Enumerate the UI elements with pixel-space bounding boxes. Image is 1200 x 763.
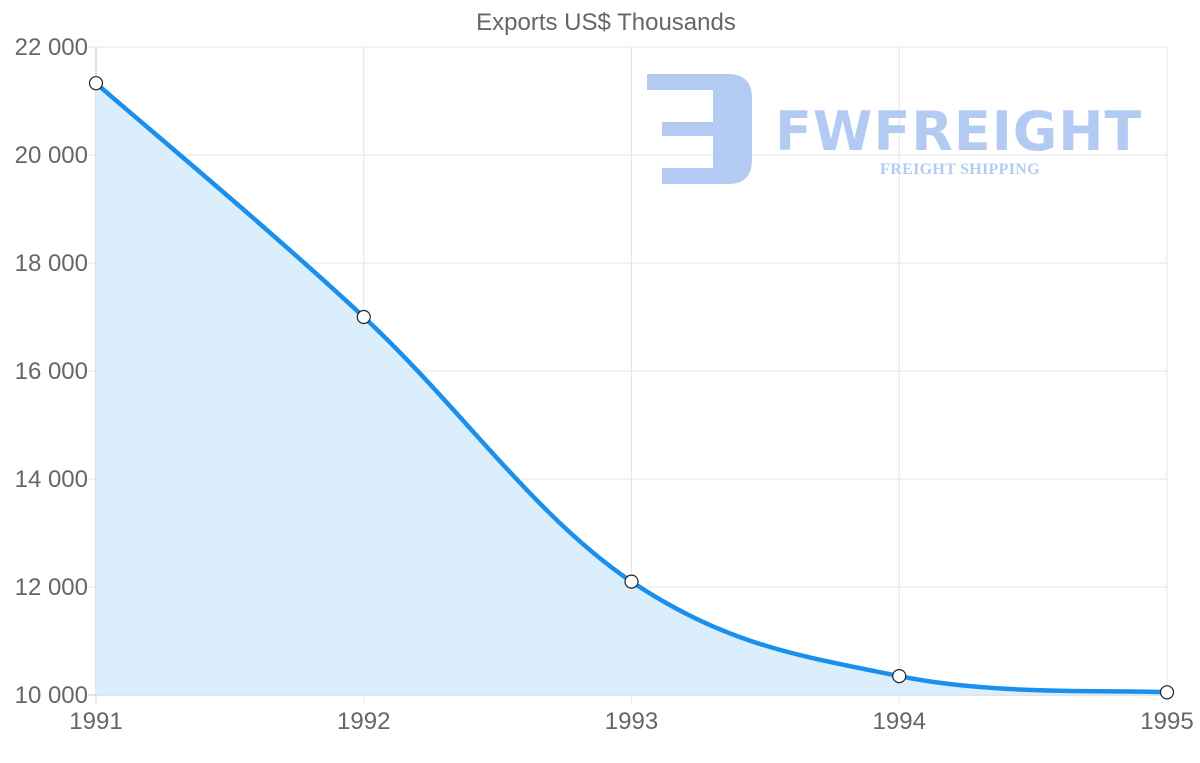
- y-tick-label: 22 000: [15, 34, 88, 61]
- data-points: [88, 76, 1175, 700]
- data-point-marker[interactable]: [356, 309, 371, 325]
- y-tick-label: 10 000: [15, 682, 88, 709]
- y-tick-label: 14 000: [15, 466, 88, 493]
- series-area-fill: [96, 83, 1167, 696]
- y-tick-label: 18 000: [15, 250, 88, 277]
- x-tick-label: 1995: [1140, 708, 1193, 735]
- x-tick-label: 1991: [69, 708, 122, 735]
- data-point-marker[interactable]: [892, 668, 907, 684]
- x-tick-label: 1992: [337, 708, 390, 735]
- x-tick-label: 1994: [873, 708, 926, 735]
- chart-title: Exports US$ Thousands: [476, 9, 736, 36]
- watermark-brand: FWFREIGHT: [775, 100, 1142, 163]
- x-axis-ticks: 1991 1992 1993 1994 1995: [69, 708, 1193, 735]
- y-tick-label: 16 000: [15, 358, 88, 385]
- data-point-marker[interactable]: [624, 574, 639, 589]
- watermark-tagline: FREIGHT SHIPPING: [880, 161, 1040, 178]
- y-axis-ticks: 10 000 12 000 14 000 16 000 18 000 20 000 22 0…: [15, 34, 88, 709]
- y-tick-label: 20 000: [15, 142, 88, 169]
- data-point-marker[interactable]: [88, 76, 104, 91]
- data-point-marker[interactable]: [1159, 685, 1175, 700]
- fwfreight-logo-icon: [647, 74, 752, 184]
- series-line: [93, 80, 1170, 695]
- y-tick-label: 12 000: [15, 574, 88, 601]
- x-tick-label: 1993: [605, 708, 658, 735]
- fwfreight-watermark: FWFREIGHT FREIGHT SHIPPING: [647, 74, 1142, 184]
